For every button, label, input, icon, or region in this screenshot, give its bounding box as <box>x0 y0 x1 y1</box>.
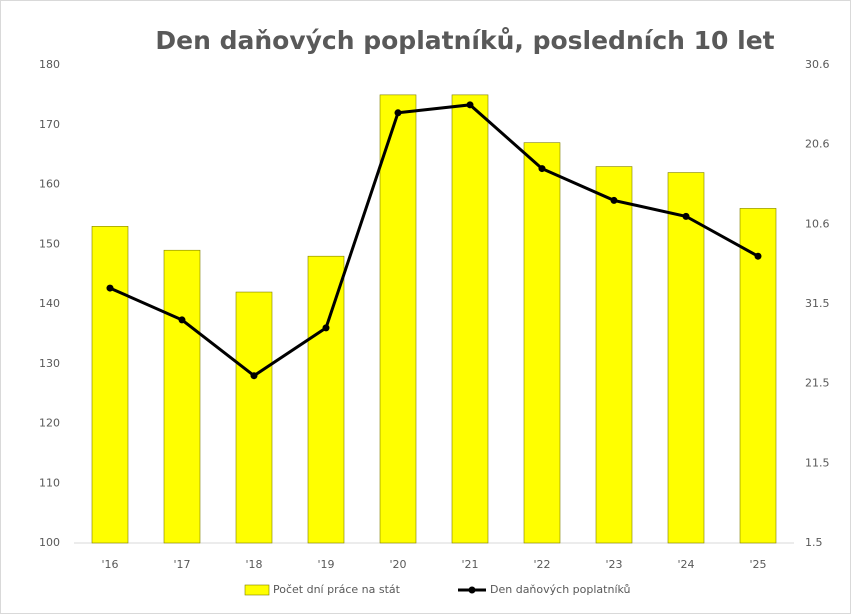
line-point <box>178 316 186 324</box>
y-tick-label: 160 <box>39 178 60 191</box>
x-tick-label: '22 <box>533 558 550 571</box>
line <box>109 103 759 378</box>
y-tick-label: 120 <box>39 417 60 430</box>
bar <box>451 94 489 544</box>
y2-tick-label: 21.5 <box>805 377 830 390</box>
x-tick-label: '24 <box>677 558 694 571</box>
line-point <box>466 101 474 109</box>
x-tick-label: '18 <box>245 558 262 571</box>
line-point <box>754 252 762 260</box>
x-tick-label: '16 <box>101 558 118 571</box>
bar <box>595 166 633 544</box>
y-tick-label: 110 <box>39 476 60 489</box>
chart-title: Den daňových poplatníků, posledních 10 l… <box>155 26 774 55</box>
y2-tick-label: 31.5 <box>805 297 830 310</box>
y-tick-label: 130 <box>39 357 60 370</box>
x-tick-label: '25 <box>749 558 766 571</box>
bar <box>91 226 129 544</box>
y-tick-label: 100 <box>39 536 60 549</box>
x-tick-label: '19 <box>317 558 334 571</box>
x-tick-label: '21 <box>461 558 478 571</box>
x-tick-label: '17 <box>173 558 190 571</box>
line-point <box>394 109 402 117</box>
line-point <box>322 324 330 332</box>
legend-label: Den daňových poplatníků <box>490 583 631 596</box>
y2-tick-label: 10.6 <box>805 217 830 230</box>
x-tick-label: '23 <box>605 558 622 571</box>
y-tick-label: 150 <box>39 237 60 250</box>
y2-tick-label: 11.5 <box>805 456 830 469</box>
bar <box>235 291 273 544</box>
bar <box>739 208 777 544</box>
line-point <box>538 165 546 173</box>
legend-label: Počet dní práce na stát <box>273 583 401 596</box>
line-point <box>106 284 114 292</box>
bar <box>307 255 345 544</box>
y-tick-label: 140 <box>39 297 60 310</box>
y-tick-label: 170 <box>39 118 60 131</box>
y2-tick-label: 20.6 <box>805 138 830 151</box>
bar <box>379 94 417 544</box>
line-point <box>610 196 618 204</box>
bar <box>667 172 705 544</box>
y-tick-label: 180 <box>39 58 60 71</box>
line-point <box>250 372 258 380</box>
y2-tick-label: 30.6 <box>805 58 830 71</box>
x-tick-label: '20 <box>389 558 406 571</box>
legend-swatch <box>244 584 270 596</box>
legend-swatch-point <box>468 586 476 594</box>
bar <box>523 142 561 544</box>
bar <box>163 249 201 544</box>
y2-tick-label: 1.5 <box>805 536 823 549</box>
line-point <box>682 212 690 220</box>
